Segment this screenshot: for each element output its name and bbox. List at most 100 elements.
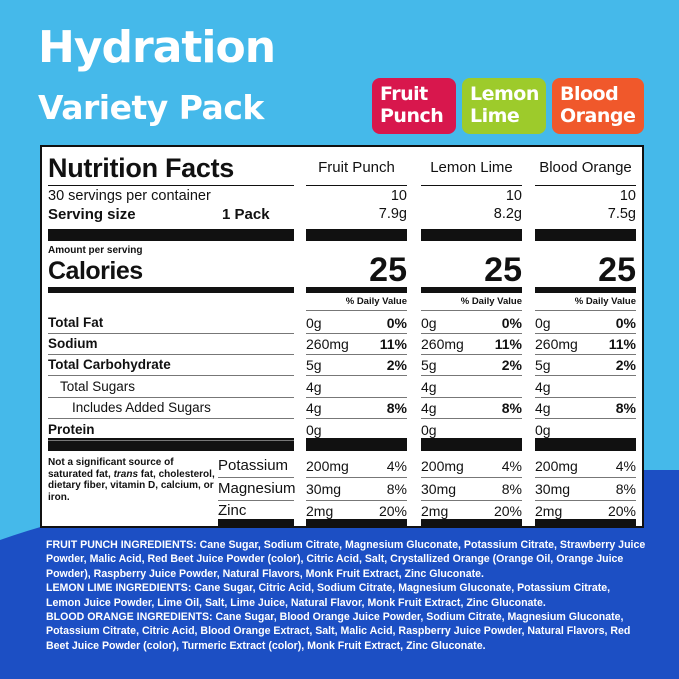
serving-size-label: Serving size <box>48 206 136 223</box>
row-divider <box>421 477 522 478</box>
row-divider <box>306 397 407 398</box>
row-divider <box>48 418 294 419</box>
title-line-2: Variety Pack <box>38 88 264 127</box>
nutrient-amount: 0g <box>535 315 551 331</box>
badge-text: Orange <box>560 105 636 127</box>
divider <box>306 310 407 311</box>
row-divider <box>218 477 294 478</box>
ingredient-heading: FRUIT PUNCH INGREDIENTS: <box>46 539 197 551</box>
nutrient-label: Protein <box>48 422 95 437</box>
divider-bar <box>48 438 294 451</box>
divider-bar <box>306 287 407 293</box>
nutrient-amount: 4g <box>421 400 437 416</box>
label-heading: Nutrition Facts <box>48 153 235 183</box>
ingredient-list: Cane Sugar, Sodium Citrate, Magnesium Gl… <box>46 539 646 580</box>
badge-text: Punch <box>380 105 444 127</box>
servings-value: 10 <box>619 188 636 204</box>
row-divider <box>48 440 294 441</box>
nutrient-amount: 260mg <box>535 336 578 352</box>
divider-bar <box>421 438 522 451</box>
mineral-amount: 30mg <box>421 481 457 497</box>
amount-per-serving: Amount per serving <box>48 245 143 256</box>
nutrient-amount: 4g <box>306 379 322 395</box>
calories-value: 25 <box>369 251 407 289</box>
serving-size-value: 8.2g <box>493 206 522 222</box>
mineral-label: Zinc <box>218 502 247 519</box>
mineral-amount: 2mg <box>306 503 334 519</box>
nutrient-label: Total Fat <box>48 315 104 330</box>
nutrient-daily-value: 0% <box>501 315 522 331</box>
nutrient-daily-value: 2% <box>615 357 636 373</box>
mineral-daily-value: 4% <box>501 458 522 474</box>
nutrient-daily-value: 11% <box>494 336 522 352</box>
daily-value-header: % Daily Value <box>460 296 522 307</box>
serving-size-value: 1 Pack <box>222 206 270 223</box>
nutrient-daily-value: 8% <box>615 400 636 416</box>
nutrient-daily-value: 2% <box>386 357 407 373</box>
divider <box>535 310 636 311</box>
nutrient-daily-value: 0% <box>615 315 636 331</box>
badge-text: Fruit <box>380 83 428 105</box>
nutrient-amount: 4g <box>306 400 322 416</box>
nutrient-label: Total Sugars <box>60 379 136 394</box>
ingredient-paragraph: FRUIT PUNCH INGREDIENTS: Cane Sugar, Sod… <box>46 538 646 581</box>
serving-size-value: 7.9g <box>378 206 407 222</box>
mineral-daily-value: 4% <box>615 458 636 474</box>
mineral-daily-value: 4% <box>386 458 407 474</box>
divider-bar <box>421 287 522 293</box>
ingredient-list: Cane Sugar, Blood Orange Juice Powder, S… <box>46 611 631 652</box>
nutrient-label: Includes Added Sugars <box>72 400 211 415</box>
divider-bar <box>421 519 522 526</box>
row-divider <box>48 375 294 376</box>
row-divider <box>48 397 294 398</box>
mineral-amount: 2mg <box>535 503 563 519</box>
mineral-daily-value: 20% <box>607 503 636 519</box>
nutrient-daily-value: 8% <box>386 400 407 416</box>
ingredients: FRUIT PUNCH INGREDIENTS: Cane Sugar, Sod… <box>46 538 646 653</box>
flavor-name: Blood Orange <box>539 159 632 176</box>
servings-value: 10 <box>505 188 522 204</box>
nutrient-label: Total Carbohydrate <box>48 357 171 372</box>
row-divider <box>421 500 522 501</box>
row-divider <box>535 354 636 355</box>
badge-text: Blood <box>560 83 619 105</box>
nutrient-daily-value: 2% <box>501 357 522 373</box>
row-divider <box>306 333 407 334</box>
row-divider <box>535 500 636 501</box>
ingredient-heading: LEMON LIME INGREDIENTS: <box>46 582 192 595</box>
divider <box>306 185 407 186</box>
nutrient-amount: 4g <box>535 400 551 416</box>
daily-value-header: % Daily Value <box>345 296 407 307</box>
servings-per-container: 30 servings per container <box>48 188 211 204</box>
badge-text: Lemon <box>470 83 539 105</box>
ingredient-heading: BLOOD ORANGE INGREDIENTS: <box>46 611 213 624</box>
divider-bar <box>535 287 636 293</box>
mineral-amount: 200mg <box>535 458 578 474</box>
row-divider <box>306 477 407 478</box>
flavor-name: Lemon Lime <box>430 159 513 176</box>
row-divider <box>48 354 294 355</box>
divider-bar <box>535 438 636 451</box>
row-divider <box>306 418 407 419</box>
mineral-amount: 2mg <box>421 503 449 519</box>
badge-lemon-lime: Lemon Lime <box>462 78 546 134</box>
nutrient-amount: 5g <box>421 357 437 373</box>
mineral-amount: 30mg <box>306 481 342 497</box>
nutrient-amount: 0g <box>535 422 551 438</box>
nutrient-amount: 0g <box>306 422 322 438</box>
mineral-daily-value: 8% <box>501 481 522 497</box>
calories-value: 25 <box>484 251 522 289</box>
mineral-amount: 200mg <box>306 458 349 474</box>
divider-bar <box>218 519 294 526</box>
nutrient-amount: 0g <box>306 315 322 331</box>
nutrient-amount: 0g <box>421 315 437 331</box>
nutrient-daily-value: 0% <box>386 315 407 331</box>
row-divider <box>535 418 636 419</box>
nutrient-amount: 4g <box>535 379 551 395</box>
nutrient-amount: 0g <box>421 422 437 438</box>
row-divider <box>535 333 636 334</box>
divider-bar <box>48 229 294 241</box>
mineral-label: Potassium <box>218 457 289 474</box>
row-divider <box>421 354 522 355</box>
flavor-name: Fruit Punch <box>318 159 395 176</box>
